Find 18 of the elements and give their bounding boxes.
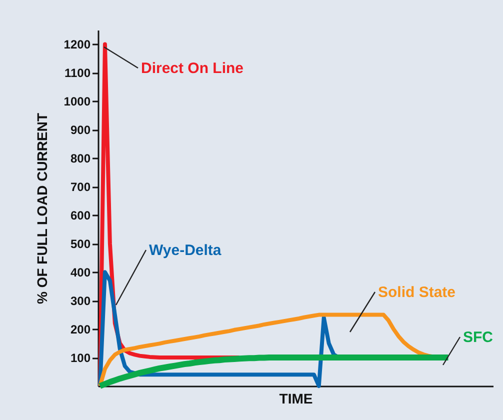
series-label: SFC (463, 329, 494, 346)
x-axis-title: TIME (279, 390, 313, 406)
y-tick-label: 1000 (64, 94, 91, 109)
y-tick-label: 500 (70, 237, 91, 252)
text: Wye-Delta (149, 242, 222, 259)
y-tick-label: 600 (70, 208, 91, 223)
y-tick-label: 200 (70, 322, 91, 337)
text: Direct On Line (141, 60, 244, 77)
y-tick-label: 900 (70, 123, 91, 138)
series-label: Solid State (378, 284, 456, 301)
y-tick-label: 1200 (64, 38, 91, 52)
y-tick-label: 1100 (64, 66, 91, 80)
y-tick-label: 700 (70, 180, 91, 194)
y-tick-label: 300 (70, 294, 91, 308)
y-tick-label: 400 (70, 266, 91, 280)
y-tick-label: 100 (70, 351, 91, 366)
y-tick-label: 800 (70, 152, 91, 166)
y-axis-title: % OF FULL LOAD CURRENT (34, 112, 50, 304)
